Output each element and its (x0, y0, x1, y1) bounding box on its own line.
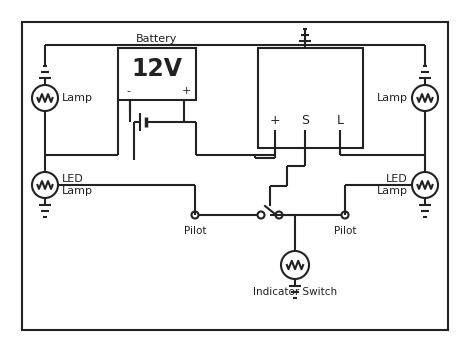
Text: Pilot: Pilot (334, 226, 356, 236)
Text: 12V: 12V (132, 57, 182, 81)
Bar (22, 22, 448, 330)
Text: Lamp: Lamp (377, 93, 408, 103)
Bar (118, 48, 196, 100)
Text: S: S (301, 113, 309, 126)
Text: +: + (181, 86, 191, 96)
Text: L: L (337, 113, 344, 126)
Bar (258, 48, 363, 148)
Text: Indicator Switch: Indicator Switch (253, 287, 337, 297)
Text: Pilot: Pilot (184, 226, 206, 236)
Text: Lamp: Lamp (377, 186, 408, 196)
Text: LED: LED (62, 174, 84, 184)
Text: +: + (270, 113, 280, 126)
Text: LED: LED (386, 174, 408, 184)
Text: Lamp: Lamp (62, 93, 93, 103)
Text: Battery: Battery (136, 34, 178, 44)
Text: Lamp: Lamp (62, 186, 93, 196)
Text: -: - (126, 86, 130, 96)
